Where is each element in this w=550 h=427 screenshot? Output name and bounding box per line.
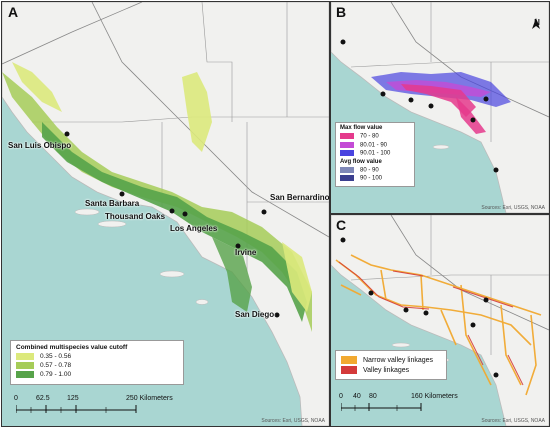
scale-tick-label: 160 Kilometers [411,393,458,400]
panel-c-legend: Narrow valley linkages Valley linkages [335,350,447,380]
legend-item: 0.57 - 0.78 [16,362,178,369]
scale-bar-ruler [16,405,137,413]
city-label-san-luis-obispo: San Luis Obispo [8,141,72,150]
legend-swatch [340,166,354,173]
panel-b-legend: Max flow value 70 - 80 80.01 - 90 90.01 … [335,122,415,187]
panel-a-attribution: Sources: Esri, USGS, NOAA [261,418,325,424]
panel-c-map: C Narrow valley linkages Valley linkages… [330,214,550,427]
legend-label: 0.57 - 0.78 [40,362,72,370]
avg-flow-legend-title: Avg flow value [340,158,382,165]
panel-a-legend: Combined multispecies value cutoff 0.35 … [10,340,184,385]
legend-label: 90.01 - 100 [360,150,391,157]
scale-tick-label: 125 [67,395,79,402]
scale-bar-ruler [341,403,422,411]
max-flow-legend-title: Max flow value [340,125,383,131]
panel-c-attribution: Sources: Esri, USGS, NOAA [481,418,545,424]
legend-swatch [340,150,354,157]
panel-c-scale-bar: 0 40 80 160 Kilometers [339,393,489,419]
legend-swatch [16,371,34,379]
legend-swatch [340,133,354,139]
scale-tick-label: 80 [369,393,377,400]
legend-label: 80 - 90 [360,167,379,174]
panel-b-basemap [331,2,549,213]
panel-a-basemap [2,2,329,426]
legend-item: 80.01 - 90 [340,141,410,149]
legend-item: 70 - 80 [340,133,410,140]
panel-a-letter: A [8,4,19,20]
legend-item: 90.01 - 100 [340,150,410,157]
legend-label: 0.35 - 0.56 [40,353,72,361]
legend-label: 70 - 80 [360,133,379,140]
legend-swatch [340,141,354,148]
panel-c-letter: C [336,217,347,233]
panel-b-attribution: Sources: Esri, USGS, NOAA [481,205,545,211]
legend-swatch [341,366,357,374]
city-label-san-diego: San Diego [235,310,275,319]
city-label-san-bernardino: San Bernardino [270,193,330,202]
panel-a-map: A San Luis Obispo Santa Barbara Thousand… [1,1,330,427]
legend-item: 80 - 90 [340,166,410,174]
legend-swatch [16,353,34,360]
scale-tick-label: 62.5 [36,395,50,402]
legend-item: Valley linkages [341,366,441,374]
scale-tick-label: 0 [14,395,18,402]
panel-a-scale-bar: 0 62.5 125 250 Kilometers [14,395,214,421]
legend-item: 0.35 - 0.56 [16,353,178,360]
city-label-los-angeles: Los Angeles [170,224,218,233]
legend-item: Narrow valley linkages [341,356,441,364]
legend-label: 80.01 - 90 [360,142,388,149]
legend-label: Narrow valley linkages [363,356,434,364]
city-label-santa-barbara: Santa Barbara [85,199,140,208]
city-label-thousand-oaks: Thousand Oaks [105,212,166,221]
legend-label: 90 - 100 [360,175,383,182]
scale-tick-label: 40 [353,393,361,400]
panel-a-legend-title: Combined multispecies value cutoff [16,344,128,351]
panel-b-map: B N Max flow value 70 - 80 80.01 - 90 90… [330,1,550,214]
legend-item: 0.79 - 1.00 [16,371,178,379]
north-arrow-icon: N [531,18,543,40]
city-label-irvine: Irvine [235,248,257,257]
scale-tick-label: 250 Kilometers [126,395,173,402]
legend-swatch [16,362,34,370]
legend-label: Valley linkages [363,366,410,374]
legend-swatch [340,175,354,182]
scale-tick-label: 0 [339,393,343,400]
legend-item: 90 - 100 [340,175,410,182]
legend-label: 0.79 - 1.00 [40,371,72,379]
panel-b-letter: B [336,4,347,20]
legend-swatch [341,356,357,364]
